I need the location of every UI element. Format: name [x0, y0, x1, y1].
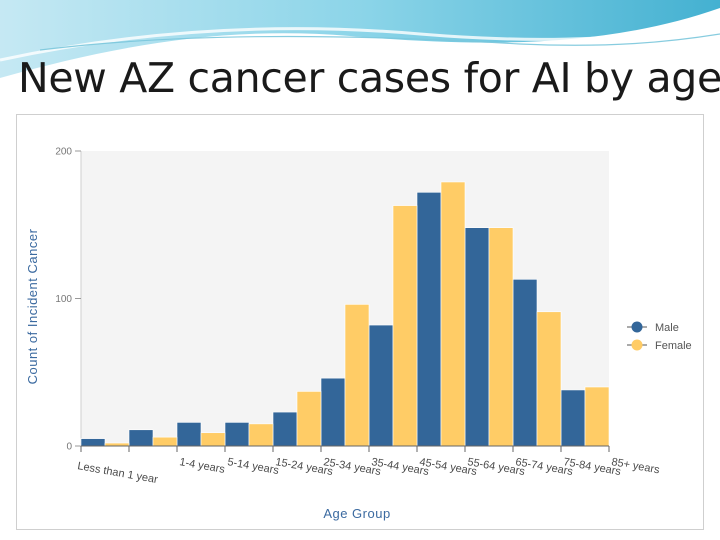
bar-male-3	[176, 422, 202, 447]
bar-female-2	[152, 436, 178, 447]
x-axis-title: Age Group	[323, 506, 390, 521]
x-tick-label: Less than 1 year	[76, 460, 159, 486]
bar-chart: 0 100 200 Less than 1 year 1-4 years 5-14 ye…	[25, 147, 692, 522]
bar-male-2	[128, 429, 154, 447]
y-axis-title: Count of Incident Cancer	[25, 228, 40, 384]
chart-panel: 0 100 200 Less than 1 year 1-4 years 5-14 ye…	[16, 114, 704, 530]
legend-swatch-female	[631, 339, 643, 351]
legend: Male Female	[627, 321, 692, 352]
bar-male-8	[416, 192, 442, 447]
bar-female-3	[200, 432, 226, 447]
bar-female-7	[392, 205, 418, 447]
x-tick-labels: Less than 1 year 1-4 years 5-14 years15-24…	[76, 456, 660, 486]
legend-swatch-male	[631, 321, 643, 333]
slide-title: New AZ cancer cases for AI by age	[18, 54, 720, 102]
x-tick-label: 1-4 years	[178, 456, 226, 476]
y-tick-label: 100	[55, 294, 72, 305]
bar-female-9	[488, 227, 514, 447]
bars	[80, 181, 610, 447]
header-swoosh-line	[39, 33, 720, 51]
y-tick-label: 0	[66, 442, 72, 453]
header-swoosh	[0, 0, 720, 78]
header-swoosh-highlight	[0, 20, 720, 62]
bar-male-1	[80, 438, 106, 447]
x-tick-label: 5-14 years	[226, 456, 280, 477]
y-axis-ticks: 0 100 200	[55, 147, 82, 453]
bar-male-10	[512, 279, 538, 447]
y-tick-label: 200	[55, 147, 72, 158]
bar-female-10	[536, 311, 562, 447]
bar-female-6	[344, 304, 370, 447]
bar-male-7	[368, 324, 394, 447]
bar-female-5	[296, 391, 322, 447]
bar-female-4	[248, 423, 274, 447]
bar-female-8	[440, 181, 466, 447]
bar-female-11	[584, 386, 610, 447]
bar-male-4	[224, 422, 250, 447]
bar-male-9	[464, 227, 490, 447]
bar-male-6	[320, 377, 346, 447]
bar-male-5	[272, 411, 298, 447]
bar-male-11	[560, 389, 586, 447]
x-axis	[80, 445, 610, 452]
legend-label-female: Female	[655, 340, 692, 352]
legend-label-male: Male	[655, 322, 679, 334]
